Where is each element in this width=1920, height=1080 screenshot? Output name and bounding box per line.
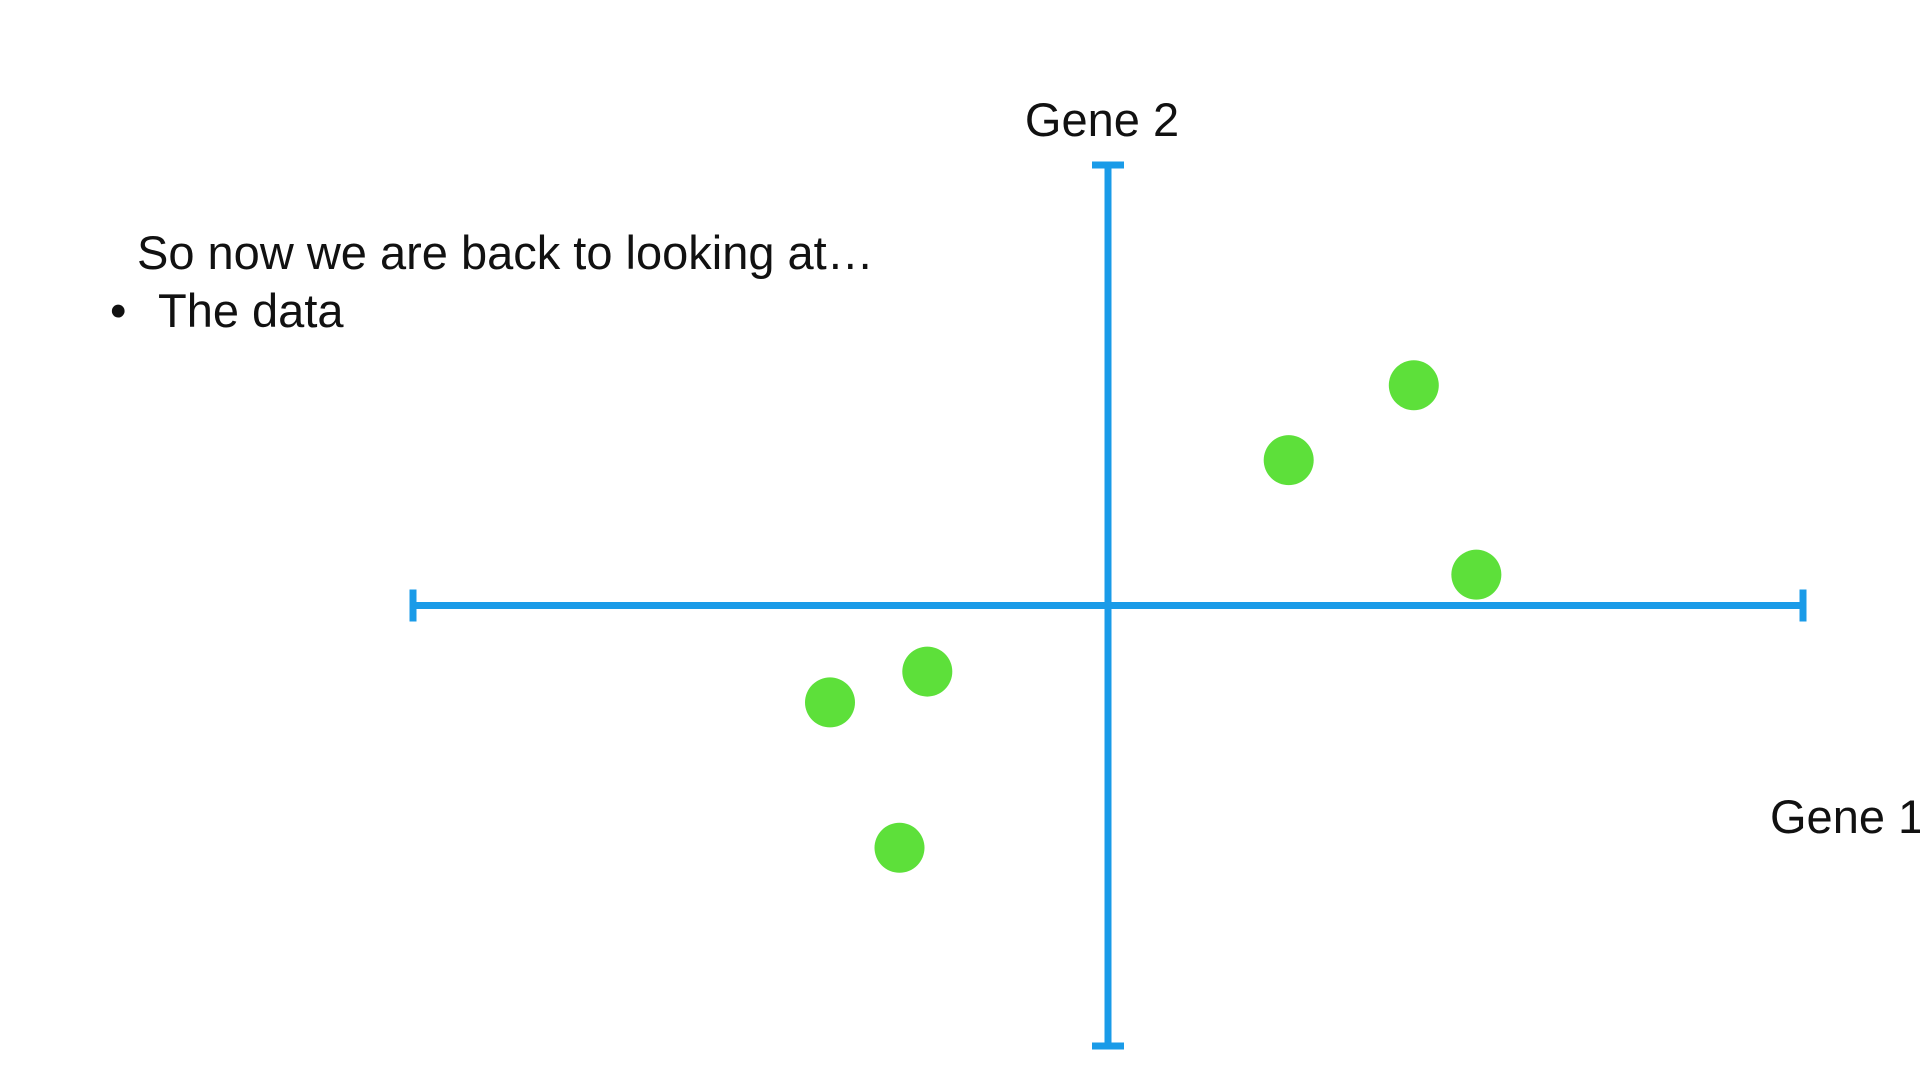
data-point [874, 822, 925, 873]
x-axis-label: Gene 1 [1770, 790, 1920, 843]
data-point [805, 677, 855, 728]
data-point [1388, 360, 1439, 411]
y-axis-label: Gene 2 [1025, 93, 1179, 146]
data-points [805, 360, 1502, 873]
bullet-text: The data [158, 284, 344, 337]
intro-text: So now we are back to looking at… [137, 226, 874, 279]
bullet-item: • The data [110, 282, 344, 340]
bullet-marker: • [110, 284, 127, 337]
data-point [902, 646, 953, 697]
data-point [1451, 549, 1502, 600]
axes [409, 161, 1807, 1050]
data-point [1263, 435, 1314, 486]
